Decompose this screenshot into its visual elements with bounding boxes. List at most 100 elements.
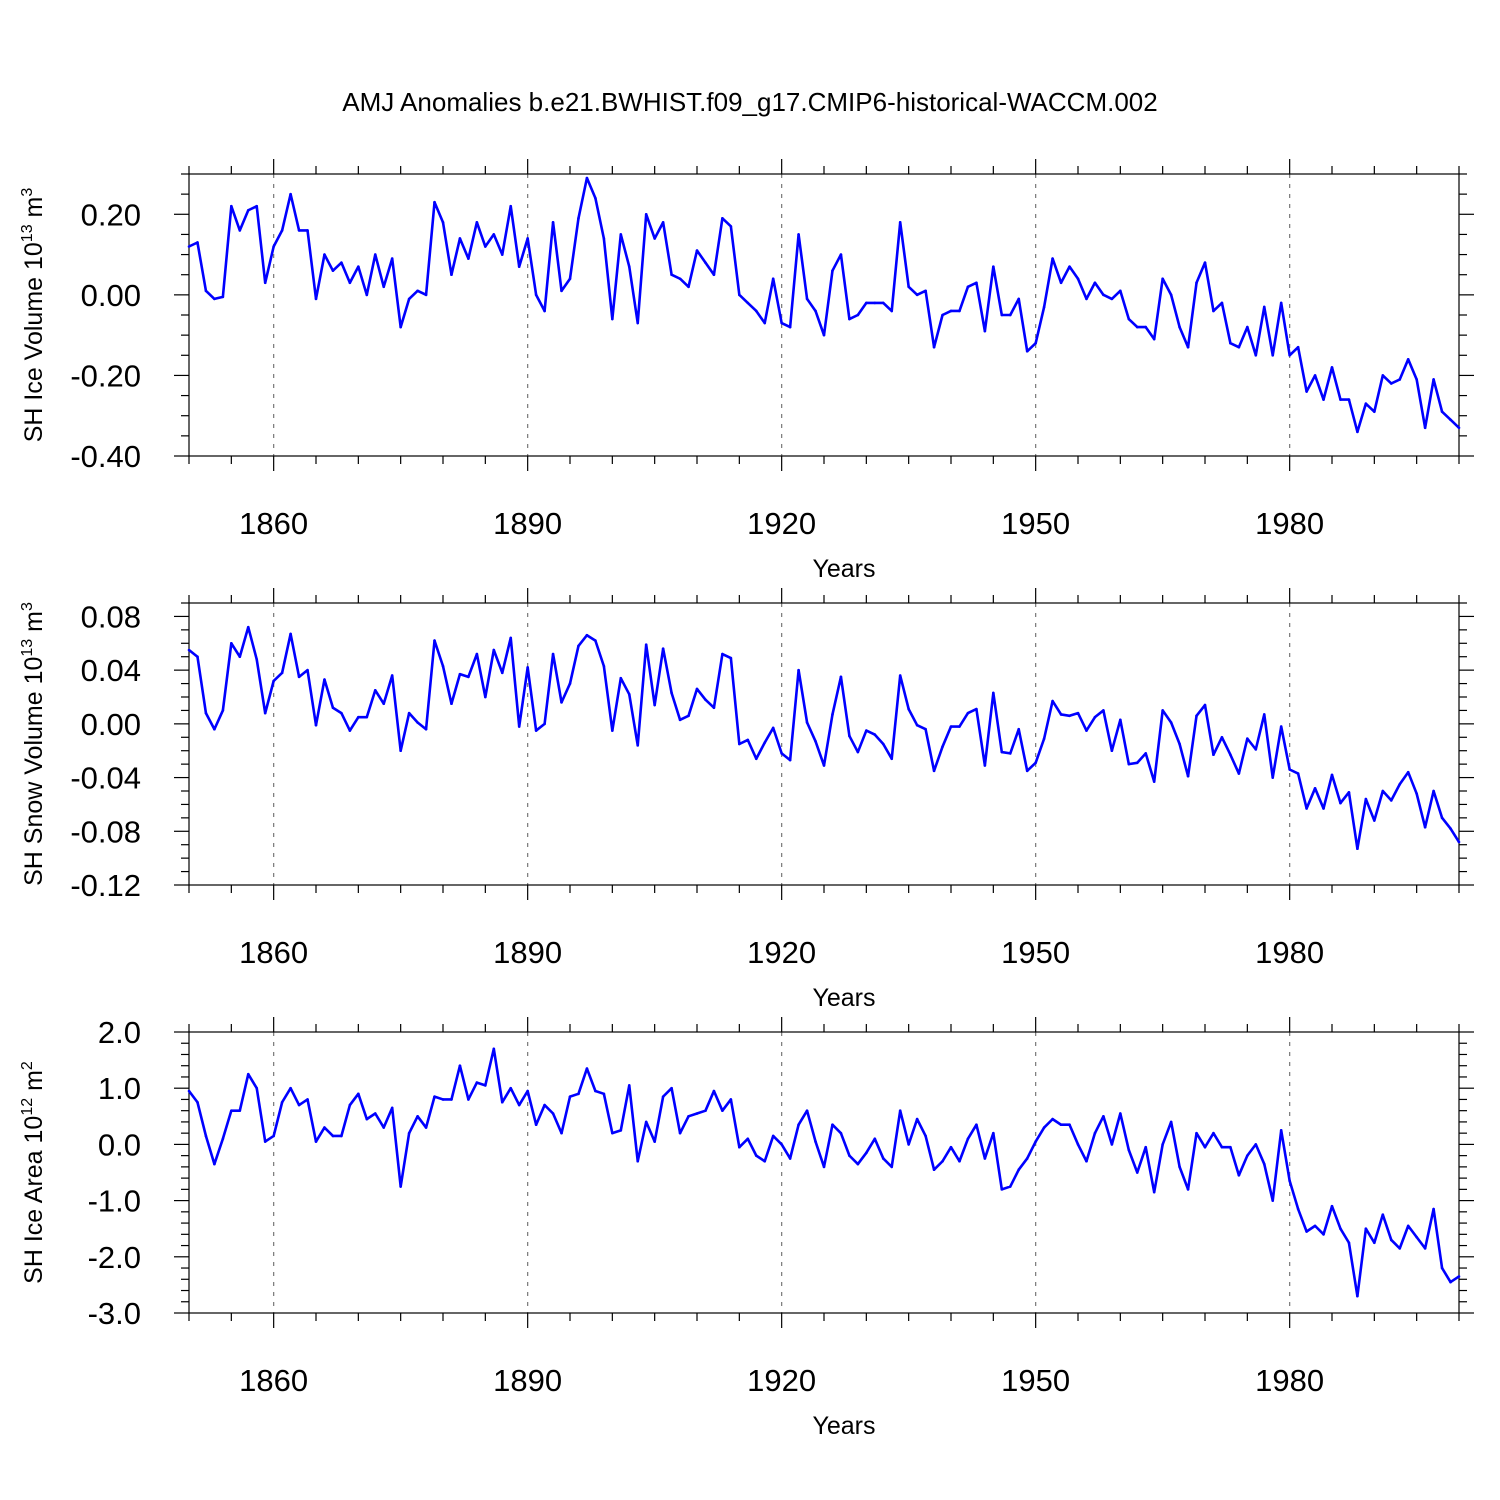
data-point — [831, 269, 834, 272]
data-point — [746, 1137, 750, 1141]
data-point — [1432, 789, 1435, 793]
data-point — [788, 325, 792, 329]
data-point — [619, 676, 623, 680]
data-point — [357, 1092, 360, 1096]
data-point — [1423, 825, 1427, 829]
data-point — [966, 711, 970, 715]
data-point — [1262, 305, 1266, 309]
data-point — [890, 309, 894, 313]
y-tick-label: -0.08 — [70, 814, 141, 849]
data-point — [805, 297, 809, 301]
data-point — [1254, 353, 1258, 357]
data-point — [1085, 297, 1088, 301]
data-point — [881, 742, 885, 746]
data-point — [1271, 353, 1275, 357]
data-point — [373, 688, 377, 692]
data-point — [975, 707, 978, 711]
data-point — [534, 293, 538, 297]
data-point — [230, 204, 233, 208]
data-point — [560, 289, 563, 293]
data-point — [1322, 1233, 1325, 1236]
data-point — [941, 1159, 944, 1163]
data-point — [949, 725, 953, 728]
y-tick-label: -0.40 — [70, 439, 141, 474]
data-point — [611, 1131, 614, 1135]
data-point — [1195, 1131, 1198, 1135]
data-point — [357, 265, 360, 268]
data-point — [644, 1120, 648, 1124]
data-point — [365, 1117, 369, 1121]
data-point — [289, 1086, 292, 1090]
data-point — [1076, 277, 1080, 281]
data-point — [1389, 1238, 1393, 1242]
data-point — [424, 1126, 428, 1129]
data-point — [238, 1109, 242, 1112]
data-point — [467, 1098, 470, 1101]
data-point — [348, 1103, 352, 1107]
data-point — [272, 245, 275, 248]
data-point — [1144, 1145, 1148, 1149]
data-point — [1398, 1247, 1402, 1250]
data-point — [729, 225, 733, 228]
data-point — [1381, 789, 1385, 793]
data-point — [1423, 426, 1427, 430]
data-point — [721, 1109, 724, 1112]
data-point — [890, 757, 894, 761]
panels: 1860 1890 1920 1950 1980 0.20 0.00 -0.20 -0.40 Ye… — [19, 159, 1474, 1440]
data-point — [1110, 1143, 1114, 1146]
data-point — [238, 655, 242, 659]
data-point — [1212, 753, 1215, 757]
data-point — [263, 711, 267, 715]
data-point — [653, 703, 656, 707]
data-point — [1152, 337, 1156, 341]
data-point — [484, 1084, 487, 1087]
data-point — [1389, 799, 1393, 802]
data-point — [475, 221, 479, 224]
data-point — [1127, 762, 1131, 766]
data-point — [822, 333, 826, 337]
data-point — [983, 329, 987, 333]
data-point — [636, 321, 640, 325]
data-point — [365, 715, 369, 719]
x-tick-label: 1920 — [747, 506, 816, 541]
data-point — [602, 664, 606, 668]
data-point — [1440, 410, 1444, 413]
ylabel-unit-exponent: 3 — [19, 602, 36, 611]
data-point — [1017, 727, 1021, 731]
data-point — [670, 1086, 673, 1090]
data-point — [1373, 410, 1376, 413]
data-point — [1110, 749, 1114, 753]
data-point — [280, 1100, 284, 1104]
data-point — [924, 1134, 927, 1138]
data-point — [306, 668, 309, 672]
data-point — [340, 711, 343, 715]
data-point — [475, 1081, 479, 1084]
data-point — [738, 742, 741, 746]
data-point — [636, 744, 640, 747]
x-tick-label: 1890 — [493, 1363, 562, 1398]
data-point — [458, 1064, 462, 1068]
data-point — [907, 285, 910, 289]
data-point — [492, 648, 496, 652]
data-point — [297, 229, 301, 232]
x-tick-label: 1890 — [493, 506, 562, 541]
data-point — [907, 1143, 910, 1146]
data-point — [653, 1140, 656, 1143]
data-point — [289, 632, 292, 636]
data-point — [881, 1157, 885, 1160]
x-tick-label: 1920 — [747, 935, 816, 970]
data-point — [1296, 1207, 1300, 1211]
data-point — [577, 217, 580, 220]
y-tick-label: 0.00 — [81, 278, 141, 313]
data-point — [738, 1145, 741, 1149]
data-point — [712, 1089, 716, 1093]
data-point — [373, 253, 377, 256]
data-point — [1135, 325, 1139, 329]
data-point — [1042, 1126, 1046, 1129]
y-tick-label: 0.04 — [81, 653, 141, 688]
y-tick-label: 0.20 — [81, 197, 141, 232]
data-point — [390, 674, 394, 677]
data-point — [221, 295, 225, 299]
data-point — [1102, 293, 1105, 297]
data-point — [1381, 1213, 1385, 1216]
